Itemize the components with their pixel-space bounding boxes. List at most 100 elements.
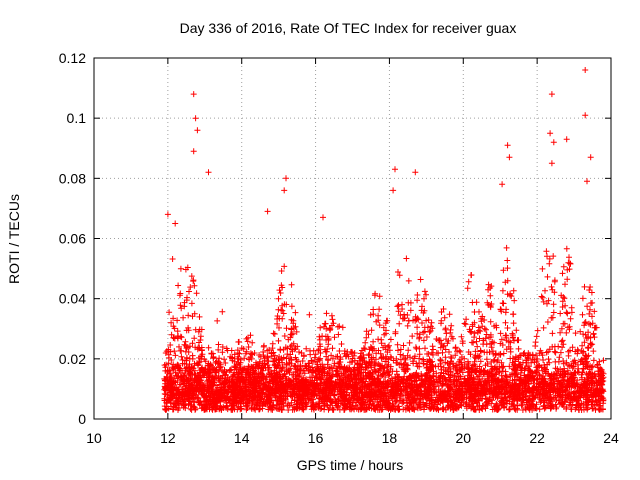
data-point bbox=[249, 339, 256, 346]
data-point bbox=[175, 398, 182, 405]
data-point bbox=[257, 380, 264, 387]
data-point bbox=[403, 404, 409, 411]
data-point bbox=[379, 372, 386, 379]
data-point bbox=[271, 331, 278, 337]
data-point bbox=[328, 352, 335, 359]
data-point bbox=[442, 346, 449, 353]
data-point bbox=[406, 384, 413, 391]
data-point bbox=[370, 338, 377, 345]
data-point bbox=[414, 292, 421, 298]
data-point bbox=[177, 381, 184, 388]
data-point bbox=[219, 375, 226, 382]
data-point bbox=[341, 406, 347, 413]
data-point bbox=[265, 367, 271, 373]
data-point bbox=[373, 350, 380, 357]
data-point bbox=[503, 244, 510, 251]
data-point bbox=[576, 393, 583, 400]
data-point bbox=[242, 350, 249, 357]
data-point bbox=[259, 364, 265, 371]
data-point bbox=[404, 312, 411, 318]
data-point bbox=[529, 401, 536, 408]
data-point bbox=[420, 394, 427, 401]
data-point bbox=[549, 314, 556, 321]
data-point bbox=[507, 290, 514, 297]
data-point bbox=[534, 376, 541, 383]
data-point bbox=[534, 356, 541, 362]
data-point bbox=[192, 372, 199, 379]
data-point bbox=[395, 269, 401, 275]
data-point bbox=[579, 376, 585, 383]
grid-lines bbox=[94, 58, 611, 419]
data-point bbox=[511, 376, 518, 383]
data-point bbox=[469, 367, 475, 374]
data-point bbox=[318, 405, 325, 412]
data-point bbox=[375, 312, 382, 319]
data-point bbox=[404, 362, 411, 369]
data-point bbox=[227, 393, 234, 400]
data-point bbox=[373, 368, 379, 375]
data-point bbox=[579, 311, 586, 318]
data-point bbox=[581, 339, 588, 346]
data-point bbox=[221, 366, 228, 373]
data-point bbox=[254, 393, 261, 400]
data-point bbox=[518, 401, 525, 408]
data-point bbox=[288, 281, 295, 288]
data-point bbox=[414, 405, 421, 412]
data-point bbox=[166, 380, 172, 387]
data-point bbox=[182, 348, 189, 355]
data-point bbox=[316, 341, 323, 348]
data-point bbox=[338, 370, 345, 377]
data-point bbox=[418, 371, 425, 377]
data-point bbox=[366, 359, 372, 366]
data-point bbox=[474, 373, 481, 380]
data-point bbox=[177, 290, 184, 297]
data-point bbox=[321, 402, 327, 409]
data-point bbox=[553, 397, 560, 403]
data-point bbox=[439, 381, 446, 388]
data-point bbox=[524, 363, 530, 370]
data-point bbox=[486, 383, 493, 390]
data-point bbox=[221, 356, 228, 363]
data-point bbox=[582, 404, 589, 411]
data-point bbox=[191, 310, 198, 317]
data-point bbox=[240, 396, 246, 403]
data-point bbox=[409, 389, 416, 396]
data-point bbox=[291, 404, 298, 411]
data-point bbox=[229, 406, 236, 413]
data-point bbox=[166, 309, 173, 316]
data-point bbox=[477, 368, 484, 375]
data-point bbox=[241, 355, 248, 362]
data-point bbox=[444, 360, 451, 367]
data-point bbox=[272, 363, 279, 369]
data-point bbox=[207, 394, 214, 401]
data-point bbox=[246, 364, 253, 371]
data-point bbox=[425, 384, 432, 391]
data-point bbox=[506, 379, 513, 386]
data-point bbox=[589, 363, 596, 370]
data-point bbox=[584, 303, 591, 310]
data-point bbox=[245, 344, 252, 350]
data-point bbox=[507, 406, 513, 413]
data-point bbox=[266, 378, 273, 385]
data-point bbox=[570, 379, 577, 386]
data-point bbox=[380, 365, 387, 372]
data-point bbox=[327, 402, 334, 409]
data-point bbox=[260, 352, 267, 359]
data-point bbox=[521, 379, 528, 386]
data-point bbox=[582, 319, 589, 325]
data-point bbox=[380, 392, 387, 399]
data-point bbox=[190, 277, 197, 284]
data-point bbox=[428, 319, 435, 326]
data-point bbox=[249, 400, 256, 407]
data-point bbox=[285, 355, 292, 362]
data-point bbox=[196, 313, 203, 320]
data-point bbox=[487, 340, 494, 347]
data-point bbox=[236, 393, 243, 399]
data-point bbox=[465, 358, 471, 365]
data-point bbox=[333, 365, 339, 372]
data-point bbox=[339, 324, 346, 331]
data-point bbox=[205, 344, 212, 351]
data-point bbox=[476, 363, 483, 370]
data-point bbox=[383, 369, 390, 376]
data-point bbox=[494, 358, 500, 365]
